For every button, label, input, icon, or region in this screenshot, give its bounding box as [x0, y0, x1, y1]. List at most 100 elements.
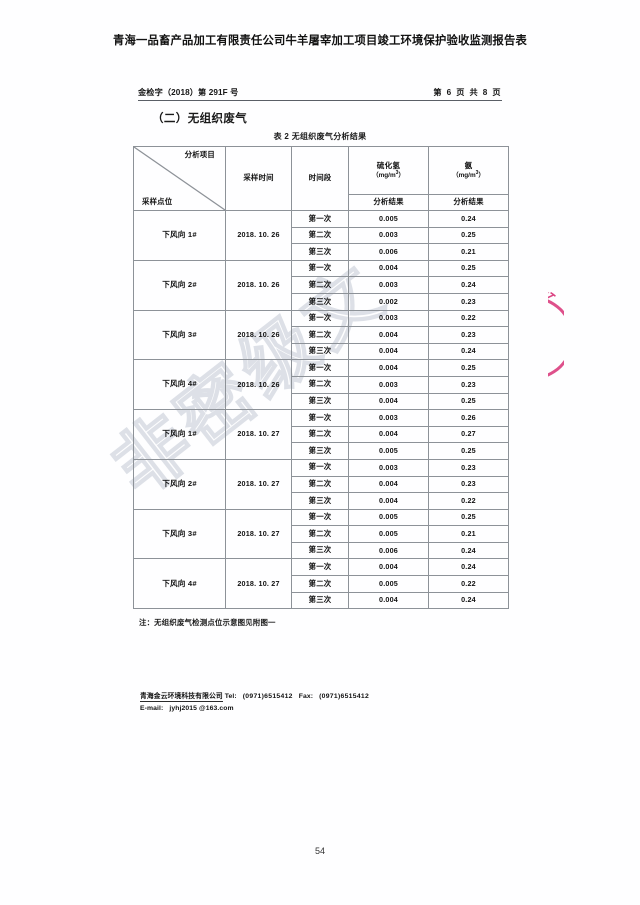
analysis-table-container: 分析项目 采样点位 采样时间 时间段 硫化氢 （mg/m3） 氨 （mg/m3）: [133, 146, 509, 610]
column-header-date: 采样时间: [225, 146, 292, 211]
table-row: 第三次 0.004 0.24: [134, 342, 509, 361]
table-head: 分析项目 采样点位 采样时间 时间段 硫化氢 （mg/m3） 氨 （mg/m3）: [133, 146, 509, 211]
sampling-date-cell: 2018. 10. 27: [225, 558, 292, 610]
period-cell: 第二次: [291, 276, 349, 294]
period-cell: 第一次: [291, 359, 349, 377]
sampling-date-cell: 2018. 10. 26: [225, 309, 292, 361]
h2s-value-cell: 0.004: [348, 359, 429, 377]
nh3-value-cell: 0.25: [428, 259, 509, 278]
nh3-value-cell: 0.23: [428, 475, 509, 494]
page-number: 54: [314, 846, 325, 856]
nh3-value-cell: 0.23: [428, 326, 509, 344]
email-address: jyhj2015 @163.com: [169, 704, 234, 712]
nh3-value-cell: 0.24: [428, 558, 509, 577]
tel-number: (0971)6515412: [242, 693, 293, 700]
h2s-value-cell: 0.004: [348, 425, 429, 444]
period-cell: 第一次: [291, 508, 349, 527]
sampling-point-cell: 下风向 4#: [133, 558, 226, 610]
h2s-value-cell: 0.003: [348, 409, 429, 427]
nh3-value-cell: 0.21: [428, 525, 509, 543]
footer-line-2: E-mail: jyhj2015 @163.com: [140, 703, 369, 715]
column-header-h2s: 硫化氢 （mg/m3）: [348, 146, 429, 195]
document-header: 金检字（2018）第 291F 号 第 6 页 共 8 页: [138, 86, 502, 101]
nh3-value-cell: 0.22: [428, 492, 509, 510]
sampling-date-cell: 2018. 10. 26: [225, 210, 292, 261]
h2s-value-cell: 0.006: [348, 243, 429, 261]
period-cell: 第二次: [291, 475, 349, 494]
email-label: E-mail:: [140, 704, 164, 712]
period-cell: 第三次: [291, 292, 349, 311]
analysis-results-table: 分析项目 采样点位 采样时间 时间段 硫化氢 （mg/m3） 氨 （mg/m3）: [133, 146, 509, 610]
nh3-value-cell: 0.23: [428, 458, 509, 477]
h2s-value-cell: 0.006: [348, 541, 429, 560]
sampling-point-cell: 下风向 3#: [133, 309, 226, 361]
h2s-value-cell: 0.003: [348, 276, 429, 294]
table-row: 下风向 3# 2018. 10. 27 第一次 0.005 0.25: [133, 508, 509, 560]
period-cell: 第三次: [291, 392, 349, 411]
red-seal-arc: [548, 296, 564, 378]
column-header-nh3: 氨 （mg/m3）: [428, 146, 509, 195]
nh3-value-cell: 0.25: [428, 226, 509, 245]
h2s-value-cell: 0.005: [348, 508, 429, 527]
sampling-date-cell: 2018. 10. 27: [225, 409, 292, 460]
sampling-date-cell: 2018. 10. 26: [225, 359, 292, 411]
fax-number: (0971)6515412: [319, 693, 370, 700]
page-indicator: 第 6 页 共 8 页: [433, 88, 502, 97]
tel-label: Tel:: [224, 693, 237, 700]
sampling-date-cell: 2018. 10. 27: [225, 458, 292, 510]
h2s-value-cell: 0.004: [348, 326, 429, 344]
period-cell: 第三次: [291, 442, 349, 460]
table-row: 第三次 0.005 0.25: [134, 442, 509, 460]
header-row-sub: 分析结果 分析结果: [134, 194, 509, 211]
footer-line-1: 青海金云环境科技有限公司 Tel: (0971)6515412 Fax: (09…: [140, 691, 369, 703]
period-cell: 第三次: [291, 492, 349, 510]
column-header-period: 时间段: [291, 146, 349, 211]
period-cell: 第二次: [291, 375, 349, 394]
period-cell: 第一次: [291, 259, 349, 278]
nh3-value-cell: 0.24: [428, 342, 509, 361]
table-row: 第三次 0.004 0.22: [134, 492, 509, 510]
nh3-value-cell: 0.22: [428, 575, 509, 593]
period-cell: 第二次: [291, 425, 349, 444]
h2s-name: 硫化氢: [376, 160, 401, 170]
table-row: 第三次 0.002 0.23: [134, 292, 509, 311]
nh3-value-cell: 0.23: [428, 292, 509, 311]
footer-contact: 青海金云环境科技有限公司 Tel: (0971)6515412 Fax: (09…: [140, 691, 369, 715]
sampling-point-cell: 下风向 3#: [133, 508, 226, 560]
h2s-value-cell: 0.004: [348, 492, 429, 510]
table-row: 第二次 0.003 0.25: [134, 226, 509, 245]
h2s-value-cell: 0.003: [348, 309, 429, 328]
sampling-date-cell: 2018. 10. 26: [225, 259, 292, 311]
section-heading: （二）无组织废气: [152, 113, 248, 125]
table-row: 第三次 0.004 0.25: [134, 392, 509, 411]
nh3-value-cell: 0.25: [428, 392, 509, 411]
nh3-value-cell: 0.25: [428, 359, 509, 377]
h2s-value-cell: 0.004: [348, 392, 429, 411]
period-cell: 第二次: [291, 226, 349, 245]
period-cell: 第三次: [291, 591, 349, 610]
table-row: 第二次 0.005 0.21: [134, 525, 509, 543]
nh3-value-cell: 0.24: [428, 541, 509, 560]
table-row: 第二次 0.004 0.23: [134, 326, 509, 344]
table-row: 第三次 0.004 0.24: [134, 591, 509, 610]
nh3-value-cell: 0.22: [428, 309, 509, 328]
h2s-value-cell: 0.004: [348, 342, 429, 361]
sampling-point-cell: 下风向 1#: [133, 210, 226, 261]
table-row: 第二次 0.003 0.23: [134, 375, 509, 394]
table-caption: 表 2 无组织废气分析结果: [273, 132, 367, 141]
table-row: 下风向 3# 2018. 10. 26 第一次 0.003 0.22: [133, 309, 509, 361]
column-header-h2s-result: 分析结果: [348, 194, 429, 211]
period-cell: 第二次: [291, 575, 349, 593]
header-row-main: 分析项目 采样点位 采样时间 时间段 硫化氢 （mg/m3） 氨 （mg/m3）: [133, 146, 509, 211]
corner-split-cell: 分析项目 采样点位: [133, 146, 226, 211]
table-body: 下风向 1# 2018. 10. 26 第一次 0.005 0.24 第二次 0.003 0.…: [133, 210, 509, 610]
period-cell: 第三次: [291, 243, 349, 261]
red-seal-text: 青海金云: [548, 292, 560, 319]
sampling-point-cell: 下风向 4#: [133, 359, 226, 411]
nh3-value-cell: 0.26: [428, 409, 509, 427]
h2s-value-cell: 0.005: [348, 575, 429, 593]
period-cell: 第三次: [291, 541, 349, 560]
h2s-value-cell: 0.005: [348, 525, 429, 543]
nh3-value-cell: 0.24: [428, 210, 509, 228]
